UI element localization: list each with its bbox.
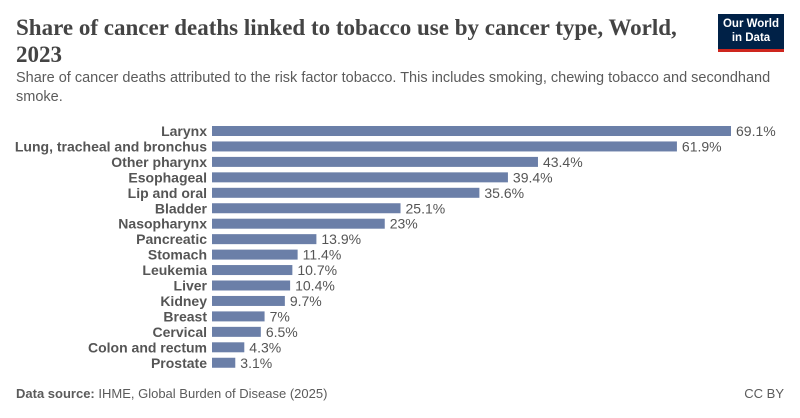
value-label: 11.4% [303, 247, 342, 263]
value-label: 10.4% [295, 278, 335, 294]
bar[interactable] [212, 203, 401, 214]
category-label: Nasopharynx [118, 216, 207, 232]
bar[interactable] [212, 156, 538, 167]
bar[interactable] [212, 311, 265, 322]
bar[interactable] [212, 249, 298, 260]
bar[interactable] [212, 187, 480, 198]
bar[interactable] [212, 234, 317, 245]
category-label: Bladder [155, 200, 208, 216]
category-label: Kidney [160, 293, 207, 309]
category-label: Colon and rectum [88, 339, 207, 355]
bar[interactable] [212, 265, 293, 276]
logo-accent-bar [718, 49, 784, 52]
value-label: 9.7% [290, 293, 322, 309]
bar[interactable] [212, 172, 508, 183]
owid-logo[interactable]: Our World in Data [718, 14, 784, 52]
category-label: Cervical [153, 324, 207, 340]
bar[interactable] [212, 218, 385, 229]
category-label: Breast [163, 308, 207, 324]
bar[interactable] [212, 342, 245, 353]
value-label: 10.7% [297, 262, 337, 278]
value-label: 23% [390, 216, 418, 232]
license-link[interactable]: CC BY [744, 386, 784, 401]
category-label: Other pharynx [111, 154, 207, 170]
value-label: 13.9% [321, 231, 361, 247]
value-label: 69.1% [736, 123, 776, 139]
category-label: Pancreatic [136, 231, 207, 247]
logo-line-1: Our World [722, 18, 779, 30]
category-label: Lip and oral [128, 185, 207, 201]
data-source-label: Data source: [16, 386, 95, 401]
bar[interactable] [212, 357, 236, 368]
value-label: 25.1% [406, 200, 446, 216]
data-source-link[interactable]: IHME, Global Burden of Disease (2025) [98, 386, 328, 401]
bar[interactable] [212, 280, 291, 291]
category-label: Lung, tracheal and bronchus [15, 138, 207, 154]
value-label: 35.6% [484, 185, 524, 201]
bar[interactable] [212, 126, 731, 136]
category-label: Prostate [151, 355, 207, 371]
value-label: 61.9% [682, 138, 722, 154]
value-label: 43.4% [543, 154, 583, 170]
category-label: Larynx [161, 123, 207, 139]
logo-line-2: in Data [731, 32, 771, 44]
value-label: 6.5% [266, 324, 298, 340]
category-label: Esophageal [128, 169, 207, 185]
chart-subtitle: Share of cancer deaths attributed to the… [16, 70, 771, 105]
data-source: Data source: IHME, Global Burden of Dise… [16, 386, 327, 401]
bar[interactable] [212, 141, 677, 152]
value-label: 4.3% [249, 339, 281, 355]
category-label: Leukemia [142, 262, 207, 278]
value-label: 7% [270, 308, 290, 324]
category-label: Stomach [148, 247, 207, 263]
bar[interactable] [212, 326, 261, 337]
category-label: Liver [174, 278, 208, 294]
chart-title: Share of cancer deaths linked to tobacco… [16, 15, 677, 67]
bar[interactable] [212, 295, 285, 306]
value-label: 3.1% [240, 355, 272, 371]
value-label: 39.4% [513, 169, 553, 185]
